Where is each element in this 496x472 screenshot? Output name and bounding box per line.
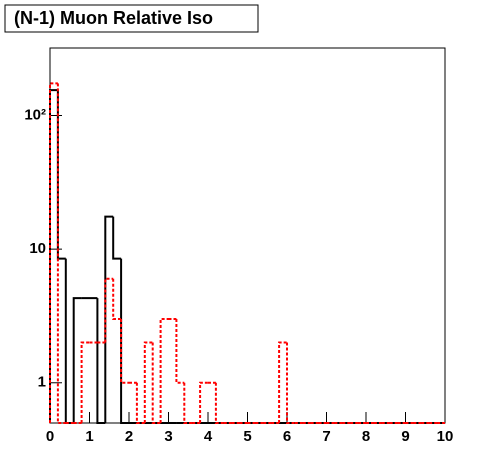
y-tick-label: 10 xyxy=(29,240,46,257)
x-tick-label: 7 xyxy=(322,428,330,445)
histogram-bin xyxy=(72,297,82,423)
histogram-bin xyxy=(199,381,208,423)
histogram-bin xyxy=(286,342,295,424)
histogram-bin xyxy=(214,382,224,424)
histogram-bin xyxy=(112,278,122,321)
chart-title: (N-1) Muon Relative Iso xyxy=(14,8,213,28)
histogram-bin xyxy=(143,341,153,423)
x-tick-label: 1 xyxy=(85,428,93,445)
histogram-bin xyxy=(96,298,106,424)
x-tick-label: 0 xyxy=(46,428,54,445)
y-tick-label: 10² xyxy=(24,106,46,123)
x-tick-label: 6 xyxy=(283,428,291,445)
histogram-bin xyxy=(120,258,129,424)
x-tick-label: 10 xyxy=(437,428,454,445)
histogram-bin xyxy=(112,216,122,260)
histogram-bin xyxy=(183,382,193,424)
histogram-bin xyxy=(135,382,145,424)
histogram-bin xyxy=(278,341,287,423)
x-tick-label: 3 xyxy=(164,428,172,445)
histogram-bin xyxy=(80,341,90,423)
x-tick-label: 4 xyxy=(204,428,213,445)
x-tick-label: 8 xyxy=(362,428,370,445)
title-box xyxy=(4,4,259,33)
histogram-bin xyxy=(104,277,114,343)
histogram-bin xyxy=(104,215,114,423)
histogram-bin xyxy=(120,319,129,384)
x-tick-label: 9 xyxy=(401,428,409,445)
histogram-bin xyxy=(151,342,161,424)
y-tick-label: 1 xyxy=(38,374,46,391)
x-tick-label: 2 xyxy=(125,428,133,445)
histogram-bin xyxy=(175,319,185,384)
x-tick-label: 5 xyxy=(243,428,251,445)
